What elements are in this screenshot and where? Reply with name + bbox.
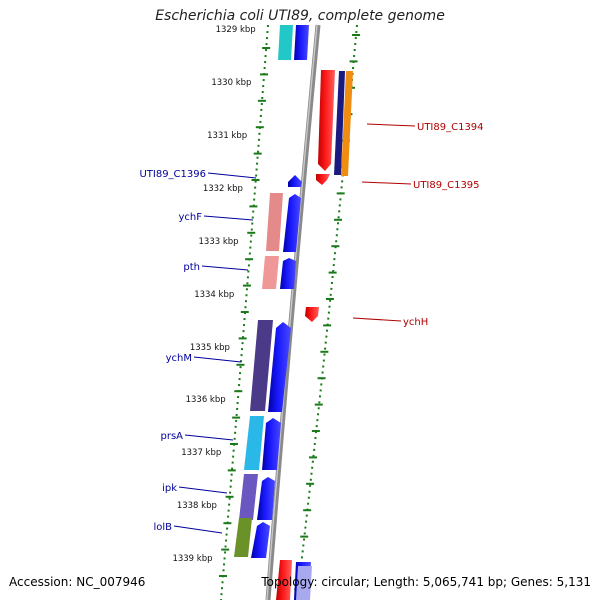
- gene-label-connector: [207, 172, 257, 179]
- cds-forward-1: [294, 25, 309, 60]
- gene-label-left: lolB: [153, 522, 172, 533]
- cds-reverse-2: [316, 174, 330, 185]
- ruler-label: 1332 kbp: [203, 184, 243, 194]
- gene-labels-right: UTI89_C1394 UTI89_C1395 ychH: [352, 122, 484, 328]
- feature-olive: [234, 518, 252, 557]
- gene-label-connector: [178, 486, 228, 494]
- gene-label-connector: [352, 317, 402, 322]
- ruler-label: 1339 kbp: [172, 554, 212, 564]
- ruler-label: 1338 kbp: [177, 501, 217, 511]
- gene-label-left: UTI89_C1396: [139, 169, 206, 180]
- map-title: Escherichia coli UTI89, complete genome: [155, 8, 445, 24]
- feature-cyan-2: [244, 416, 264, 470]
- cds-forward-4: [280, 258, 296, 289]
- cds-forward-2: [288, 175, 302, 187]
- cds-forward-3: [283, 194, 301, 252]
- gene-label-left: pth: [183, 262, 200, 273]
- ruler-label: 1331 kbp: [207, 131, 247, 141]
- gene-label-connector: [193, 356, 242, 363]
- cds-reverse-4: [276, 560, 292, 600]
- feature-cyan-1: [278, 25, 293, 60]
- cds-forward-7: [257, 477, 275, 520]
- gene-label-left: ychF: [178, 212, 202, 223]
- ruler-label: 1335 kbp: [190, 343, 230, 353]
- gene-label-left: prsA: [160, 431, 183, 442]
- genome-backbone: [265, 24, 321, 600]
- genome-backbone-highlight: [266, 24, 318, 600]
- gene-label-connector: [201, 265, 249, 271]
- accession-label: Accession: NC_007946: [9, 575, 146, 589]
- forward-cds-track: [251, 25, 311, 600]
- reverse-cds-track: [276, 70, 335, 600]
- gene-label-connector: [366, 123, 416, 127]
- ruler-outer-dots: [296, 24, 358, 600]
- feature-navy: [334, 71, 345, 175]
- gene-label-connector: [361, 181, 412, 185]
- ruler-label: 1337 kbp: [181, 448, 221, 458]
- feature-salmon-1: [266, 193, 283, 251]
- cds-forward-6: [262, 418, 281, 470]
- cds-reverse-1: [318, 70, 335, 171]
- gene-label-connector: [184, 434, 234, 441]
- gene-label-right: ychH: [403, 317, 428, 328]
- feature-indigo: [250, 320, 273, 411]
- feature-violet: [239, 474, 258, 520]
- genome-summary: Topology: circular; Length: 5,065,741 bp…: [261, 575, 591, 589]
- ruler-label: 1336 kbp: [186, 395, 226, 405]
- gene-labels-left: UTI89_C1396 ychF pth ychM prsA ipk lolB: [139, 169, 257, 534]
- ruler-labels: 1329 kbp 1330 kbp 1331 kbp 1332 kbp 1333 kbp…: [172, 25, 255, 564]
- cds-forward-8: [251, 522, 270, 558]
- ruler-label: 1330 kbp: [211, 78, 251, 88]
- gene-label-left: ychM: [166, 353, 192, 364]
- gene-label-connector: [203, 215, 254, 221]
- feature-bottom-grey: [296, 566, 312, 600]
- gene-label-right: UTI89_C1394: [417, 122, 484, 133]
- gene-label-right: UTI89_C1395: [413, 180, 480, 191]
- feature-orange: [341, 71, 353, 176]
- feature-track: [234, 25, 353, 600]
- gene-label-left: ipk: [162, 483, 177, 494]
- gene-label-connector: [173, 525, 223, 534]
- ruler-label: 1329 kbp: [216, 25, 256, 35]
- ruler-label: 1333 kbp: [199, 237, 239, 247]
- cds-forward-5: [268, 322, 291, 412]
- ruler-label: 1334 kbp: [194, 290, 234, 300]
- feature-salmon-2: [262, 256, 279, 289]
- ruler-ticks-inner: [219, 47, 271, 577]
- cds-reverse-3: [305, 307, 319, 322]
